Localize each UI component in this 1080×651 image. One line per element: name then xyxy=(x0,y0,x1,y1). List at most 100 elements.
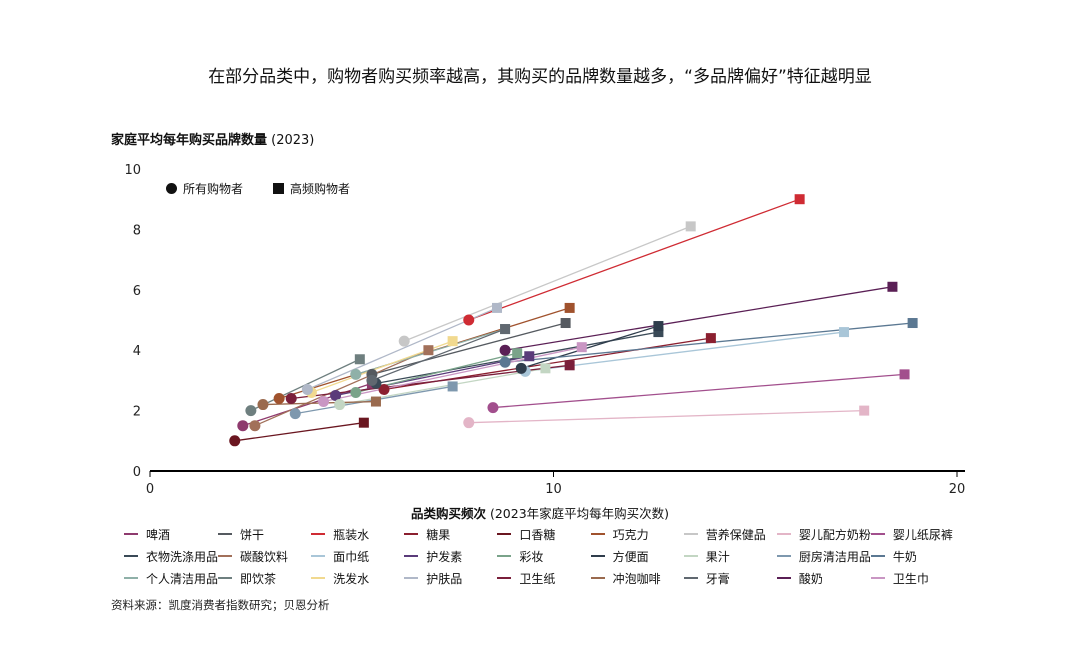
point-all-shoppers xyxy=(350,386,362,398)
point-all-shoppers xyxy=(366,374,378,386)
point-all-shoppers xyxy=(249,420,261,432)
point-high-frequency xyxy=(354,354,365,365)
series-points xyxy=(229,194,918,447)
legend-swatch-icon xyxy=(218,555,233,557)
legend-item: 牛奶 xyxy=(870,549,964,564)
legend-item: 面巾纸 xyxy=(311,549,404,564)
point-high-frequency xyxy=(653,321,664,332)
legend-item: 个人清洁用品 xyxy=(124,571,218,586)
point-high-frequency xyxy=(887,281,898,292)
legend-item: 冲泡咖啡 xyxy=(590,571,684,586)
y-axis-label-main: 家庭平均每年购买品牌数量 xyxy=(111,133,268,148)
point-all-shoppers xyxy=(499,344,511,356)
legend-item: 婴儿纸尿裤 xyxy=(870,527,964,542)
legend-swatch-icon xyxy=(497,577,512,579)
point-all-shoppers xyxy=(499,356,511,368)
series-line xyxy=(323,346,582,403)
source-note: 资料来源：凯度消费者指数研究；贝恩分析 xyxy=(111,598,330,612)
legend-label: 洗发水 xyxy=(333,571,370,586)
x-tick-label: 0 xyxy=(146,482,154,497)
y-tick-label: 8 xyxy=(133,223,141,238)
point-high-frequency xyxy=(564,360,575,371)
legend-item: 彩妆 xyxy=(497,549,590,564)
legend-label: 牙膏 xyxy=(705,571,730,586)
legend-item: 瓶装水 xyxy=(311,527,404,542)
point-high-frequency xyxy=(512,348,523,359)
point-high-frequency xyxy=(653,327,664,338)
point-all-shoppers xyxy=(378,383,390,395)
legend-label: 衣物洗涤用品 xyxy=(146,549,219,564)
point-all-shoppers xyxy=(515,362,527,374)
legend-swatch-icon xyxy=(311,533,326,535)
legend-swatch-icon xyxy=(870,577,885,579)
point-high-frequency xyxy=(576,342,587,353)
point-all-shoppers xyxy=(318,396,330,408)
point-high-frequency xyxy=(839,327,850,338)
legend-label: 碳酸饮料 xyxy=(240,549,289,564)
legend-item: 饼干 xyxy=(218,527,311,542)
legend-label: 厨房清洁用品 xyxy=(798,549,871,564)
legend-swatch-icon xyxy=(124,533,138,535)
legend-swatch-icon xyxy=(124,577,138,579)
point-all-shoppers xyxy=(463,417,475,429)
legend-label: 护肤品 xyxy=(426,571,463,586)
legend-label: 果汁 xyxy=(705,549,730,564)
series-line xyxy=(468,198,800,321)
legend-swatch-icon xyxy=(683,533,698,535)
y-tick-label: 2 xyxy=(133,405,141,420)
legend-item: 酸奶 xyxy=(776,571,871,586)
legend-label: 卫生纸 xyxy=(519,571,556,586)
legend-item: 婴儿配方奶粉 xyxy=(776,527,871,542)
point-all-shoppers xyxy=(229,435,241,447)
point-high-frequency xyxy=(423,345,434,356)
point-high-frequency xyxy=(500,324,511,335)
point-all-shoppers xyxy=(350,368,362,380)
y-axis-label: 家庭平均每年购买品牌数量 (2023) xyxy=(111,129,314,148)
point-high-frequency xyxy=(447,381,458,392)
legend-label: 饼干 xyxy=(240,527,265,542)
series-line xyxy=(521,325,659,369)
legend-swatch-icon xyxy=(404,555,419,557)
series-line xyxy=(371,328,506,382)
legend-swatch-icon xyxy=(311,577,326,579)
series-line xyxy=(468,409,865,424)
series-legend: 啤酒 饼干 瓶装水 糖果 口香糖 巧克力 营养保健品 婴儿配方奶粉 婴儿纸尿裤 衣物洗涤用品 碳酸饮… xyxy=(124,527,964,586)
point-high-frequency xyxy=(492,302,503,313)
legend-item: 巧克力 xyxy=(590,527,684,542)
y-tick-label: 0 xyxy=(133,465,141,480)
x-axis-label-main: 品类购买频次 xyxy=(410,506,486,521)
legend-label: 啤酒 xyxy=(146,527,171,542)
legend-label: 巧克力 xyxy=(612,527,649,542)
point-high-frequency xyxy=(358,417,369,428)
marker-legend-all: 所有购物者 xyxy=(166,180,243,197)
point-all-shoppers xyxy=(273,393,285,405)
legend-item: 卫生纸 xyxy=(497,571,590,586)
marker-legend-high: 高频购物者 xyxy=(273,180,350,197)
y-tick-label: 6 xyxy=(133,284,141,299)
series-line xyxy=(492,373,905,409)
y-tick-label: 10 xyxy=(124,163,141,178)
series-line xyxy=(504,286,893,351)
point-all-shoppers xyxy=(463,314,475,326)
series-line xyxy=(525,331,845,372)
point-high-frequency xyxy=(447,336,458,347)
y-tick-label: 4 xyxy=(133,344,141,359)
y-axis-label-year: (2023) xyxy=(267,133,315,148)
legend-swatch-icon xyxy=(124,555,138,557)
legend-item: 厨房清洁用品 xyxy=(776,549,871,564)
legend-label: 卫生巾 xyxy=(892,571,929,586)
legend-item: 牙膏 xyxy=(683,571,777,586)
legend-item: 洗发水 xyxy=(311,571,404,586)
point-all-shoppers xyxy=(245,405,257,417)
legend-swatch-icon xyxy=(497,555,512,557)
legend-label: 牛奶 xyxy=(892,549,917,564)
legend-swatch-icon xyxy=(870,533,885,535)
legend-label: 瓶装水 xyxy=(333,527,370,542)
legend-label: 即饮茶 xyxy=(240,571,277,586)
legend-label: 酸奶 xyxy=(798,571,823,586)
x-axis-label-unit: (2023年家庭平均每年购买次数) xyxy=(485,506,670,521)
legend-label: 婴儿纸尿裤 xyxy=(892,527,953,542)
square-marker-icon xyxy=(273,183,285,194)
legend-label: 护发素 xyxy=(426,549,463,564)
legend-swatch-icon xyxy=(497,533,512,535)
